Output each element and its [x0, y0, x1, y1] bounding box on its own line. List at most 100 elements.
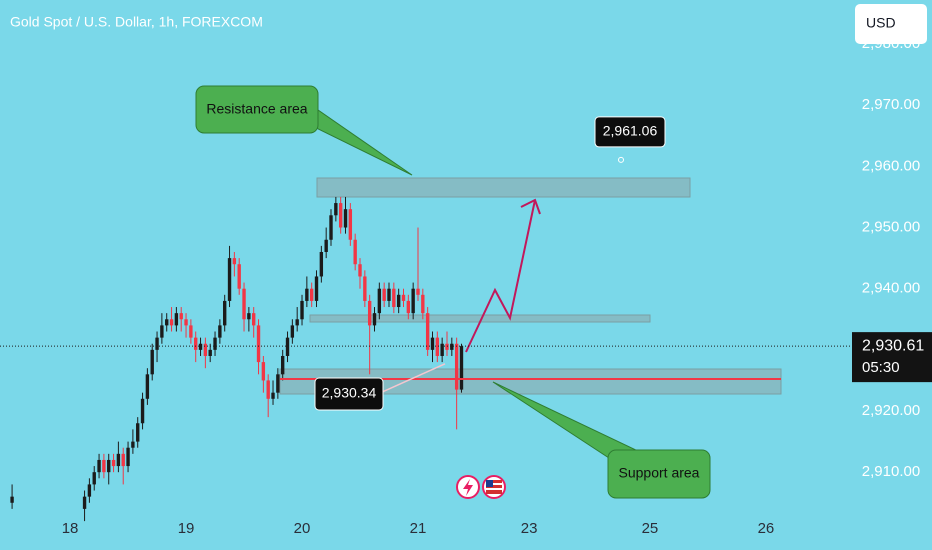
candle-body [382, 288, 386, 301]
candle-body [87, 484, 92, 497]
currency[interactable]: USD [866, 15, 896, 31]
candle-body [10, 496, 14, 503]
y-tick-label: 2,920.00 [862, 402, 920, 419]
candle-body [309, 288, 314, 301]
candle-body [227, 258, 232, 301]
candle-body [252, 313, 256, 326]
candle-body [319, 251, 324, 277]
currency-button[interactable] [855, 4, 927, 44]
candle-body [280, 355, 285, 375]
candle-body [261, 362, 266, 381]
candle-body [198, 343, 203, 350]
candle-body [440, 343, 444, 356]
annotation: Resistance area [206, 101, 307, 117]
candle-body [314, 276, 319, 301]
candle-body [367, 300, 372, 326]
candle-body [155, 337, 159, 350]
candle-body [237, 264, 241, 289]
candle-body [430, 337, 435, 350]
price-label-box [314, 377, 384, 411]
candle-body [131, 441, 135, 448]
y-tick-label: 2,960.00 [862, 157, 920, 174]
price-marker [618, 156, 624, 163]
x-tick-label: 19 [178, 520, 195, 537]
x-tick-label: 23 [521, 520, 538, 537]
candle-body [232, 258, 237, 265]
candle-body [454, 343, 459, 390]
price-label-box [594, 116, 666, 148]
annotation: Support area [619, 465, 700, 481]
candle-body [218, 325, 222, 338]
candle-body [213, 337, 217, 350]
candle-body [300, 300, 304, 320]
candle-body [160, 325, 164, 338]
candle-body [150, 349, 154, 375]
y-tick-label: 2,940.00 [862, 280, 920, 297]
candle-body [353, 239, 357, 265]
candle-body [387, 288, 391, 301]
candle-body [363, 276, 367, 301]
x-tick-label: 18 [62, 520, 79, 537]
y-tick-label: 2,950.00 [862, 218, 920, 235]
flag-canton [486, 480, 493, 487]
candle-body [111, 459, 116, 467]
candle-body [295, 319, 299, 326]
x-tick-label: 26 [758, 520, 775, 537]
candle-body [338, 203, 343, 228]
candle-body [266, 380, 270, 399]
candle-body [358, 264, 362, 277]
candle-body [97, 459, 101, 473]
candle-body [184, 319, 188, 326]
candle-body [421, 294, 425, 314]
support-callout [607, 449, 711, 499]
candle-body [435, 337, 440, 356]
candle-body [459, 346, 464, 390]
candle-body [445, 343, 449, 350]
candle-body [396, 294, 401, 308]
candle-body [401, 294, 406, 301]
candle-body [334, 203, 338, 216]
candle-body [242, 288, 246, 320]
flag-stripe [486, 483, 502, 485]
candle-body [116, 453, 121, 467]
candle-body [372, 313, 377, 326]
y-tick-label: 2,970.00 [862, 96, 920, 113]
candle-body [92, 472, 96, 485]
candle-body [107, 459, 111, 473]
candle-body [102, 459, 106, 473]
candle-body [416, 288, 420, 295]
candle-body [425, 313, 430, 350]
candle-body [174, 313, 179, 326]
candle-body [145, 374, 150, 399]
price-pointer [379, 363, 446, 394]
candle-body [392, 288, 396, 308]
candle-body [179, 313, 183, 320]
candle-body [290, 325, 295, 338]
candle-body [121, 453, 125, 467]
candle-body [247, 313, 251, 320]
candle-body [343, 209, 348, 228]
candle-body [208, 349, 212, 356]
candle-body [223, 300, 227, 326]
candle-body [165, 319, 169, 326]
candle-body [406, 300, 411, 314]
y-tick-label: 2,910.00 [862, 463, 920, 480]
candle-body [329, 215, 333, 240]
candle-body [203, 343, 208, 356]
candle-body [140, 398, 145, 424]
price-label: 2,961.06 [603, 123, 658, 139]
price-label: 2,930.34 [322, 385, 377, 401]
lightning [463, 479, 473, 496]
candle-body [348, 209, 353, 240]
candle-body [256, 325, 261, 363]
candles [10, 196, 464, 522]
candle-body [285, 337, 290, 356]
resistance-zone [316, 177, 691, 198]
candle-body [276, 374, 280, 393]
resistance-callout [195, 85, 319, 134]
candle-body [189, 325, 193, 338]
chart-title: Gold Spot / U.S. Dollar, 1h, FOREXCOM [10, 14, 263, 30]
